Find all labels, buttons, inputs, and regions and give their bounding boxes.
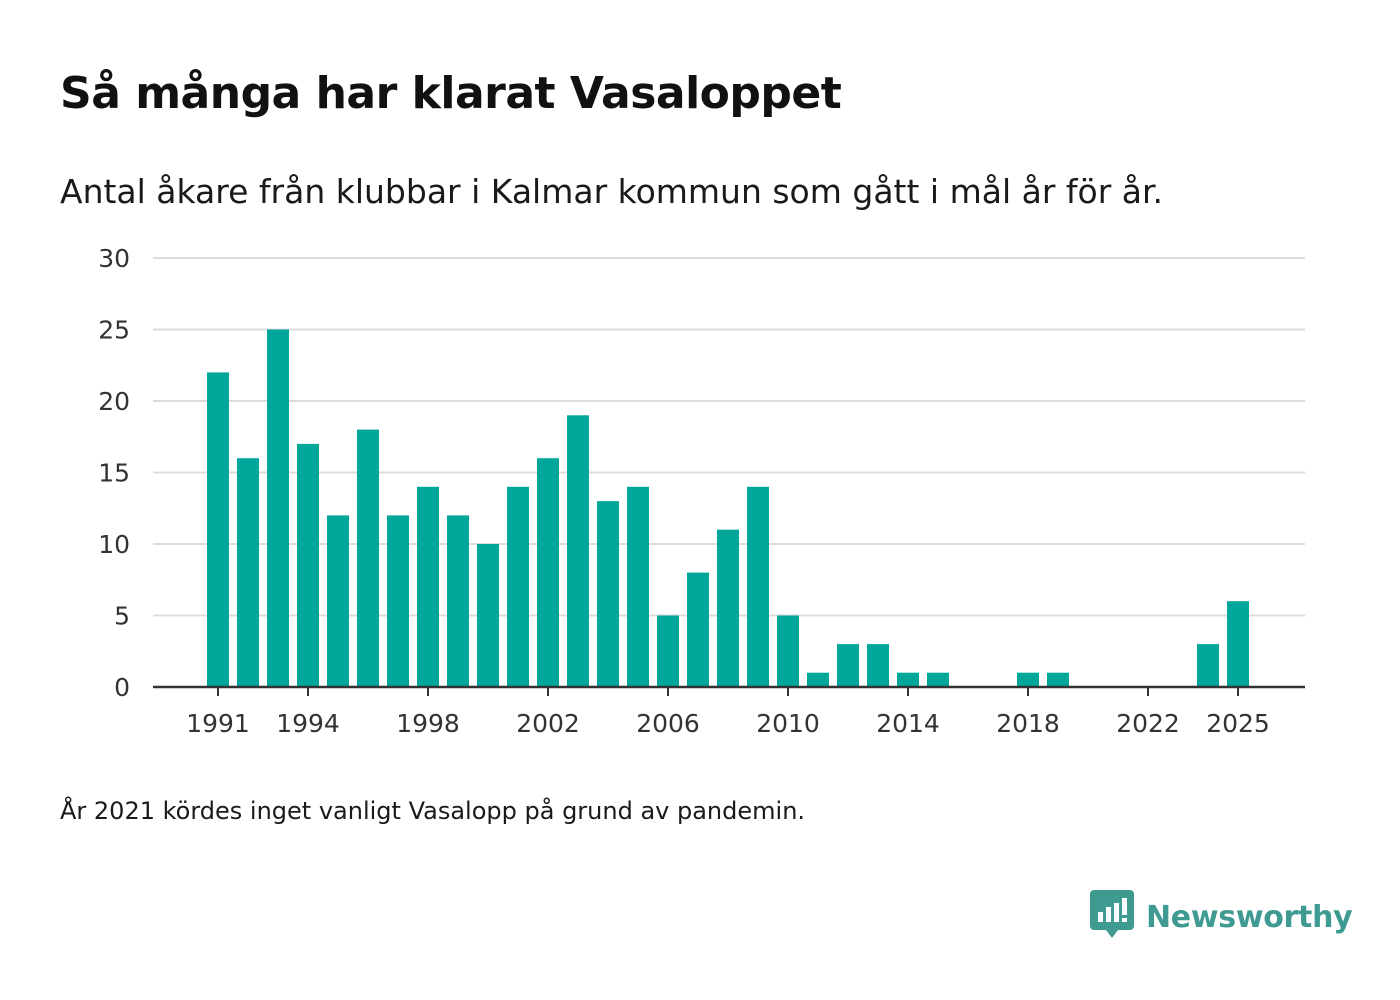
- bar-2003: [567, 415, 589, 687]
- bar-2005: [627, 486, 649, 687]
- x-tick-label: 2018: [996, 709, 1060, 738]
- brand-name: Newsworthy: [1146, 899, 1353, 935]
- bar-1995: [327, 515, 349, 687]
- x-tick-label: 2022: [1116, 709, 1180, 738]
- chart-title: Så många har klarat Vasaloppet: [60, 68, 842, 119]
- bar-1998: [417, 486, 439, 687]
- y-tick-label: 20: [98, 387, 130, 416]
- bar-2000: [477, 544, 499, 687]
- chart-subtitle: Antal åkare från klubbar i Kalmar kommun…: [60, 172, 1164, 211]
- bar-2004: [597, 501, 619, 687]
- bar-2024: [1197, 644, 1219, 687]
- bar-1997: [387, 515, 409, 687]
- bar-2015: [927, 672, 949, 687]
- bar-2008: [717, 529, 739, 687]
- y-tick-label: 30: [98, 244, 130, 273]
- x-tick-label: 2002: [516, 709, 580, 738]
- y-tick-label: 15: [98, 459, 130, 488]
- bar-1991: [207, 372, 229, 687]
- bar-2009: [747, 486, 769, 687]
- bar-2010: [777, 615, 799, 687]
- bar-2006: [657, 615, 679, 687]
- bar-1999: [447, 515, 469, 687]
- bar-2011: [807, 672, 829, 687]
- bar-2007: [687, 572, 709, 687]
- x-tick-label: 1994: [276, 709, 340, 738]
- newsworthy-logo-icon: [1090, 890, 1134, 944]
- footnote: År 2021 kördes inget vanligt Vasalopp på…: [60, 797, 806, 825]
- y-tick-label: 10: [98, 530, 130, 559]
- bar-2012: [837, 644, 859, 687]
- bar-2002: [537, 458, 559, 687]
- x-axis: [153, 685, 1305, 696]
- bars: [207, 329, 1249, 687]
- x-tick-label: 2010: [756, 709, 820, 738]
- y-tick-label: 0: [114, 673, 130, 702]
- x-tick-label: 1991: [186, 709, 250, 738]
- y-tick-label: 5: [114, 602, 130, 631]
- x-tick-label: 2014: [876, 709, 940, 738]
- bar-2013: [867, 644, 889, 687]
- bar-1993: [267, 329, 289, 687]
- bar-2019: [1047, 672, 1069, 687]
- brand: Newsworthy: [1090, 890, 1353, 944]
- bar-1994: [297, 443, 319, 687]
- x-tick-label: 2025: [1206, 709, 1270, 738]
- bar-2001: [507, 486, 529, 687]
- bar-2014: [897, 672, 919, 687]
- x-tick-label: 2006: [636, 709, 700, 738]
- x-tick-labels: 1991 1994 1998 2002 2006 2010 2014 2018 2022 2025: [186, 709, 1270, 738]
- bar-1992: [237, 458, 259, 687]
- bar-2025: [1227, 601, 1249, 687]
- y-tick-label: 25: [98, 316, 130, 345]
- y-tick-labels: 0 5 10 15 20 25 30: [98, 244, 130, 702]
- bar-1996: [357, 429, 379, 687]
- x-tick-label: 1998: [396, 709, 460, 738]
- bar-2018: [1017, 672, 1039, 687]
